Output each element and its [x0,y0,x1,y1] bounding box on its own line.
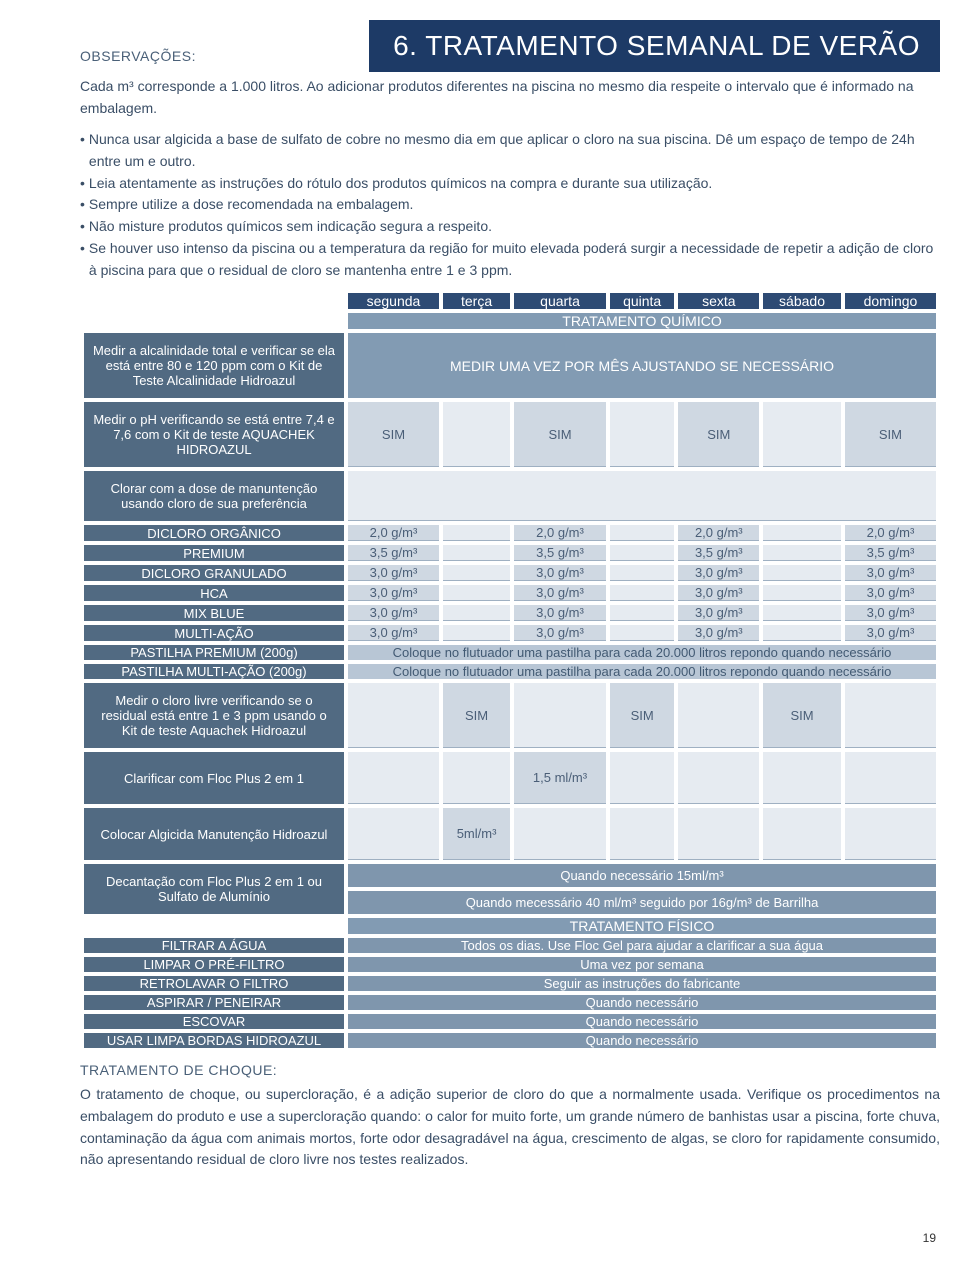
day-header: quarta [514,293,606,309]
page-title: 6. TRATAMENTO SEMANAL DE VERÃO [369,20,940,72]
bullet-item: Não misture produtos químicos sem indica… [80,216,940,238]
alcalinidade-msg: MEDIR UMA VEZ POR MÊS AJUSTANDO SE NECES… [348,333,936,398]
row-dicloro-gran: DICLORO GRANULADO [84,565,344,581]
day-header: sexta [678,293,759,309]
day-header: quinta [610,293,675,309]
row-aspirar: ASPIRAR / PENEIRAR [84,995,344,1010]
row-clorolivre: Medir o cloro livre verificando se o res… [84,683,344,748]
choque-body: O tratamento de choque, ou supercloração… [80,1084,940,1171]
day-header: domingo [845,293,936,309]
row-retro: RETROLAVAR O FILTRO [84,976,344,991]
row-premium: PREMIUM [84,545,344,561]
page-number: 19 [80,1231,940,1245]
row-bordas: USAR LIMPA BORDAS HIDROAZUL [84,1033,344,1048]
row-algicida: Colocar Algicida Manutenção Hidroazul [84,808,344,860]
row-dicloro-org: DICLORO ORGÂNICO [84,525,344,541]
row-pastilha-prem: PASTILHA PREMIUM (200g) [84,645,344,660]
row-ph: Medir o pH verificando se está entre 7,4… [84,402,344,467]
day-header: terça [443,293,510,309]
row-multi: MULTI-AÇÃO [84,625,344,641]
day-header: segunda [348,293,439,309]
section-fisico: TRATAMENTO FÍSICO [348,918,936,934]
row-escovar: ESCOVAR [84,1014,344,1029]
row-limpar: LIMPAR O PRÉ-FILTRO [84,957,344,972]
row-pastilha-multi: PASTILHA MULTI-AÇÃO (200g) [84,664,344,679]
bullet-item: Sempre utilize a dose recomendada na emb… [80,194,940,216]
row-clarificar: Clarificar com Floc Plus 2 em 1 [84,752,344,804]
intro-text: Cada m³ corresponde a 1.000 litros. Ao a… [80,76,940,119]
observacoes-label: OBSERVAÇÕES: [80,48,196,64]
row-mixblue: MIX BLUE [84,605,344,621]
row-decant: Decantação com Floc Plus 2 em 1 ou Sulfa… [84,864,344,914]
bullet-item: Nunca usar algicida a base de sulfato de… [80,129,940,172]
day-header: sábado [763,293,841,309]
choque-title: TRATAMENTO DE CHOQUE: [80,1062,940,1078]
section-quimico: TRATAMENTO QUÍMICO [348,313,936,329]
treatment-table: segunda terça quarta quinta sexta sábado… [80,289,940,1052]
row-clorar: Clorar com a dose de manuntenção usando … [84,471,344,521]
row-filtrar: FILTRAR A ÁGUA [84,938,344,953]
row-alcalinidade: Medir a alcalinidade total e verificar s… [84,333,344,398]
bullet-item: Leia atentamente as instruções do rótulo… [80,173,940,195]
bullet-item: Se houver uso intenso da piscina ou a te… [80,238,940,281]
row-hca: HCA [84,585,344,601]
